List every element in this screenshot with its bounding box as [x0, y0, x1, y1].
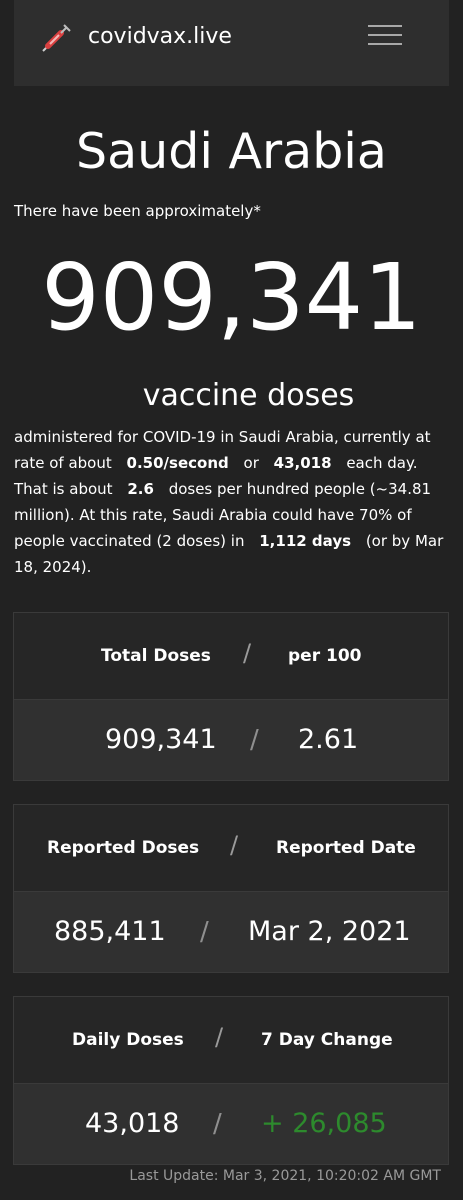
value-daily-doses: 43,018 — [85, 1108, 180, 1139]
summary-text-3: doses per hundred people (~34.81 million… — [14, 480, 432, 550]
separator: / — [243, 639, 252, 667]
hamburger-menu-icon[interactable] — [366, 18, 404, 52]
separator: / — [200, 917, 209, 947]
daily-rate: 43,018 — [273, 454, 332, 472]
total-doses-card: Total Doses / per 100 909,341 / 2.61 — [13, 612, 449, 781]
last-update: Last Update: Mar 3, 2021, 10:20:02 AM GM… — [129, 1168, 441, 1184]
brand-link[interactable]: covidvax.live — [88, 24, 232, 49]
value-7-day-change: + 26,085 — [261, 1108, 387, 1139]
doses-label: vaccine doses — [142, 378, 355, 413]
separator: / — [250, 725, 259, 755]
header-7-day-change: 7 Day Change — [261, 1030, 393, 1050]
card-header: Reported Doses / Reported Date — [14, 805, 448, 892]
per-hundred: 2.6 — [127, 480, 154, 498]
card-body: 909,341 / 2.61 — [14, 700, 448, 780]
card-body: 885,411 / Mar 2, 2021 — [14, 892, 448, 972]
summary-text-4: (or by Mar 18, 2024). — [14, 532, 444, 576]
header-total-doses: Total Doses — [101, 646, 211, 666]
card-header: Daily Doses / 7 Day Change — [14, 997, 448, 1084]
header-per-100: per 100 — [288, 646, 362, 666]
rate-per-second: 0.50/second — [126, 454, 229, 472]
summary-or: or — [243, 454, 259, 472]
summary-paragraph: administered for COVID-19 in Saudi Arabi… — [14, 424, 452, 580]
header-reported-doses: Reported Doses — [47, 838, 200, 858]
separator: / — [215, 1023, 224, 1051]
card-header: Total Doses / per 100 — [14, 613, 448, 700]
syringe-icon[interactable] — [39, 21, 73, 55]
days-to-70: 1,112 days — [259, 532, 352, 550]
summary-text-1: administered for COVID-19 in Saudi Arabi… — [14, 428, 431, 472]
header-reported-date: Reported Date — [276, 838, 416, 858]
intro-text: There have been approximately* — [14, 202, 261, 220]
reported-doses-card: Reported Doses / Reported Date 885,411 /… — [13, 804, 449, 973]
value-reported-doses: 885,411 — [54, 916, 166, 947]
value-total-doses: 909,341 — [105, 724, 217, 755]
card-body: 43,018 / + 26,085 — [14, 1084, 448, 1164]
value-reported-date: Mar 2, 2021 — [248, 916, 411, 947]
page-title: Saudi Arabia — [76, 123, 387, 180]
value-per-100: 2.61 — [298, 724, 359, 755]
header-daily-doses: Daily Doses — [72, 1030, 184, 1050]
separator: / — [213, 1109, 222, 1139]
separator: / — [230, 831, 239, 859]
daily-doses-card: Daily Doses / 7 Day Change 43,018 / + 26… — [13, 996, 449, 1165]
summary-text-2: each day. That is about — [14, 454, 418, 498]
total-doses-big: 909,341 — [41, 244, 422, 351]
navbar: covidvax.live — [14, 0, 449, 86]
